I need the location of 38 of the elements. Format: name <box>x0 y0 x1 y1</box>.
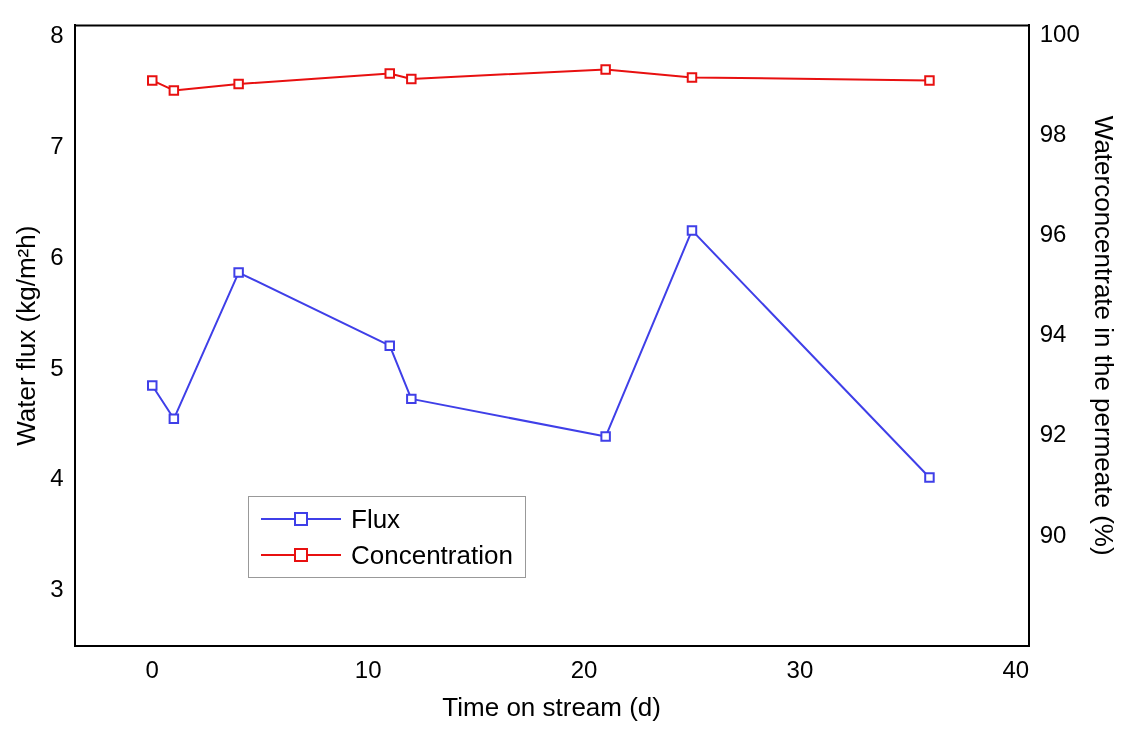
y2-tick-label: 90 <box>1039 520 1067 548</box>
point <box>686 72 698 83</box>
x-tick-label: 30 <box>786 656 814 684</box>
point <box>384 340 395 351</box>
x-tick-label: 0 <box>145 656 159 684</box>
point <box>233 78 244 90</box>
point <box>600 431 611 442</box>
point <box>147 380 158 391</box>
y2-tick-label: 94 <box>1039 320 1067 348</box>
y-tick-label: 5 <box>50 353 64 381</box>
x-tick-label: 20 <box>570 656 598 684</box>
y-tick-label: 6 <box>50 242 64 270</box>
point <box>406 73 417 85</box>
point <box>168 85 180 96</box>
legend-label: Flux <box>351 503 401 536</box>
point <box>924 472 935 483</box>
y-tick-label: 3 <box>50 575 64 603</box>
x-tick-label: 40 <box>1002 656 1030 684</box>
point <box>686 225 698 236</box>
x-tick-label: 10 <box>354 656 382 684</box>
point <box>600 64 611 75</box>
legend-label: Concentration <box>351 539 513 572</box>
x-axis-title: Time on stream (d) <box>442 691 661 722</box>
point <box>924 75 935 86</box>
point <box>406 393 417 405</box>
point <box>168 413 180 425</box>
y-tick-label: 7 <box>50 131 64 159</box>
point <box>147 75 158 86</box>
y-tick-label: 4 <box>50 464 64 492</box>
y2-tick-label: 92 <box>1039 420 1067 448</box>
point <box>233 267 244 278</box>
point <box>384 68 395 79</box>
y2-axis-title: Waterconcentrate in the permeate (%) <box>1089 115 1120 556</box>
y2-tick-label: 96 <box>1039 220 1067 248</box>
y-axis-title: Water flux (kg/m²h) <box>10 225 41 446</box>
y2-tick-label: 98 <box>1039 120 1067 148</box>
y-tick-label: 8 <box>50 21 64 49</box>
y2-tick-label: 100 <box>1039 20 1080 48</box>
